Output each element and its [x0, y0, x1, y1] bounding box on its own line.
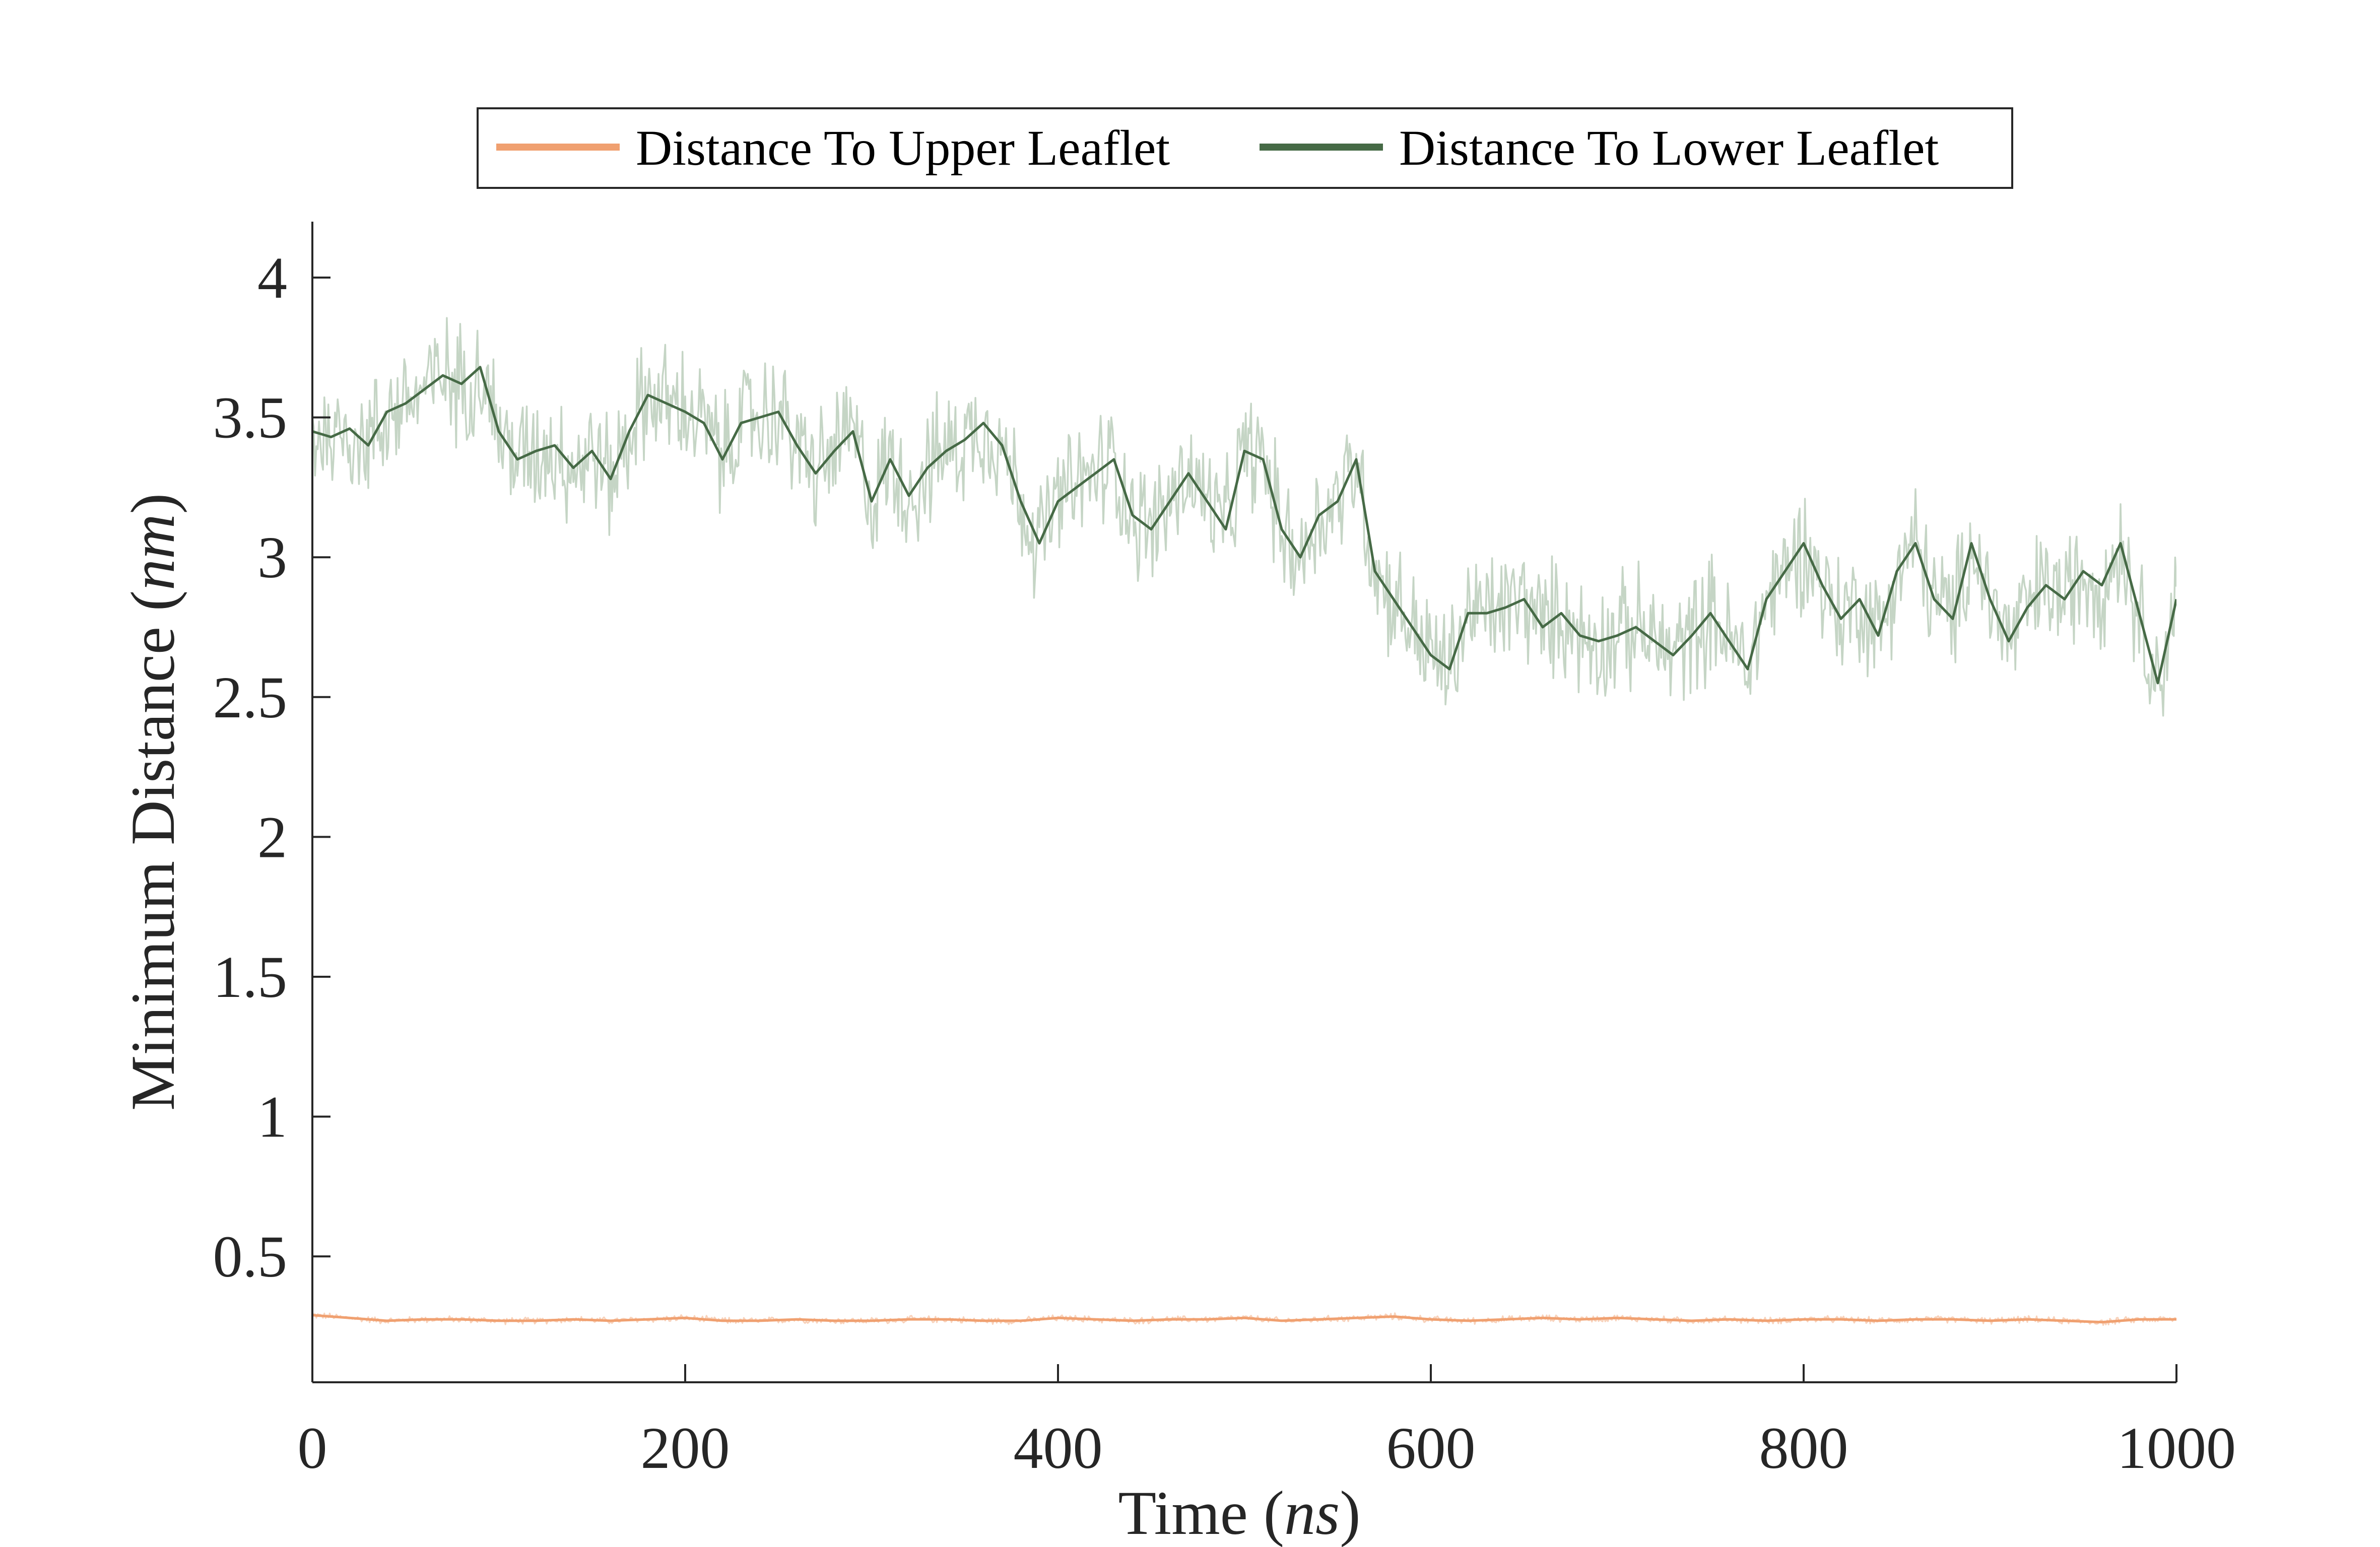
x-tick-label: 600	[1386, 1415, 1476, 1481]
y-axis-title: Minimum Distance (nm)	[118, 493, 187, 1111]
legend-box	[477, 107, 2013, 189]
x-tick-label: 0	[298, 1415, 327, 1481]
x-ticks: 0 200 400 600 800 1000	[298, 1364, 2236, 1481]
y-tick-label: 3	[257, 524, 287, 590]
legend: Distance To Upper Leaflet Distance To Lo…	[477, 107, 2013, 189]
raw-trace-lower	[312, 317, 2176, 717]
y-tick-label: 3.5	[213, 385, 288, 451]
y-tick-label: 1	[257, 1084, 287, 1150]
smoothed-traces	[312, 366, 2176, 1324]
y-tick-label: 0.5	[213, 1224, 288, 1290]
x-tick-label: 200	[641, 1415, 730, 1481]
y-tick-label: 2.5	[213, 664, 288, 730]
x-tick-label: 1000	[2117, 1415, 2236, 1481]
x-tick-label: 400	[1014, 1415, 1103, 1481]
series-line-upper	[312, 1314, 2176, 1324]
x-tick-label: 800	[1759, 1415, 1848, 1481]
y-ticks: 0.5 1 1.5 2 2.5 3 3.5 4	[213, 245, 330, 1290]
plot-area	[312, 317, 2176, 1326]
y-tick-label: 4	[257, 245, 287, 311]
x-axis-title: Time (ns)	[1118, 1478, 1360, 1547]
legend-label-upper: Distance To Upper Leaflet	[636, 120, 1170, 176]
series-line-lower	[312, 366, 2176, 685]
raw-traces	[312, 317, 2176, 1326]
legend-label-lower: Distance To Lower Leaflet	[1399, 120, 1939, 176]
axes: 0 200 400 600 800 1000 0.5 1 1.5 2 2.5 3 3.5 4	[213, 222, 2236, 1481]
y-tick-label: 1.5	[213, 944, 288, 1010]
y-tick-label: 2	[257, 804, 287, 870]
